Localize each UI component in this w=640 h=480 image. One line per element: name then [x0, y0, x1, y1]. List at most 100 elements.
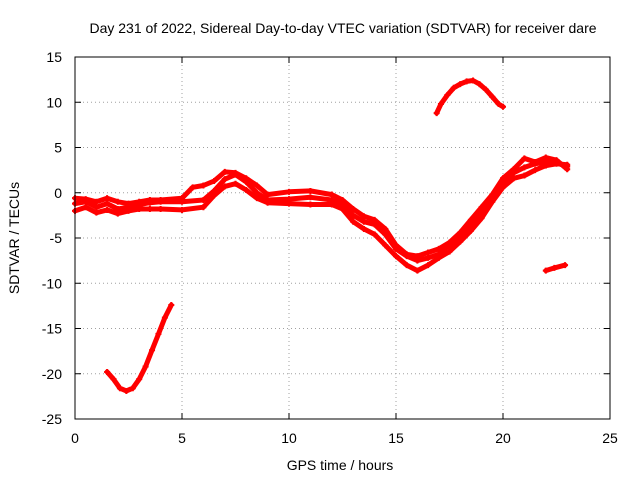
y-tick-label: 0 — [54, 185, 62, 201]
y-tick-label: 15 — [46, 49, 62, 65]
data-point — [446, 248, 453, 255]
data-point — [179, 195, 185, 202]
data-point — [211, 192, 218, 199]
data-point — [146, 206, 153, 213]
series-main-track-C — [72, 154, 571, 260]
data-point — [414, 253, 421, 260]
y-tick-label: 10 — [46, 94, 62, 110]
data-point — [149, 347, 156, 354]
data-point — [221, 168, 228, 175]
data-point — [371, 231, 378, 238]
chart-title: Day 231 of 2022, Sidereal Day-to-day VTE… — [89, 20, 596, 36]
data-point — [136, 376, 143, 383]
data-point — [564, 166, 571, 173]
data-point — [339, 206, 346, 213]
data-point — [110, 376, 117, 383]
data-point — [179, 206, 185, 213]
data-point — [200, 196, 207, 203]
data-point — [414, 267, 421, 274]
y-axis-label: SDTVAR / TECUs — [6, 182, 22, 294]
data-point — [446, 239, 453, 246]
data-point — [243, 187, 250, 194]
data-point — [360, 218, 367, 225]
data-point — [532, 158, 539, 165]
x-tick-label: 10 — [281, 430, 297, 446]
data-point — [221, 176, 228, 183]
data-point — [478, 204, 485, 211]
y-tick-label: -15 — [42, 321, 62, 337]
data-point — [450, 84, 457, 91]
data-point — [435, 254, 442, 261]
data-point — [551, 264, 558, 271]
data-point — [542, 162, 549, 169]
data-point — [168, 301, 175, 308]
y-tick-label: -25 — [42, 411, 62, 427]
data-point — [435, 245, 442, 252]
series-short-segment — [542, 262, 569, 274]
data-point — [157, 196, 164, 203]
data-point — [350, 212, 357, 219]
data-point — [382, 225, 389, 232]
data-point — [104, 368, 111, 375]
data-point — [104, 195, 111, 202]
x-tick-label: 5 — [178, 430, 186, 446]
data-point — [125, 200, 132, 207]
data-point — [114, 198, 121, 205]
data-point — [371, 216, 378, 223]
data-point — [104, 200, 111, 207]
data-point — [136, 198, 143, 205]
data-point — [521, 164, 528, 171]
data-point — [350, 206, 357, 213]
data-point — [467, 227, 474, 234]
data-point — [553, 157, 560, 164]
data-point — [264, 191, 271, 198]
data-point — [350, 218, 357, 225]
data-point — [393, 253, 399, 260]
data-point — [425, 249, 432, 256]
x-tick-label: 0 — [71, 430, 79, 446]
data-point — [500, 175, 506, 182]
data-point — [264, 199, 271, 206]
series-lower-arc — [104, 301, 175, 394]
tick-labels: 0 5 10 15 20 25 -25 -20 -15 -10 -5 0 5 10 15 — [42, 49, 618, 446]
data-point — [129, 385, 136, 392]
data-point — [457, 81, 464, 88]
series-main-track-B — [72, 160, 571, 274]
data-point — [93, 209, 100, 216]
data-point — [360, 213, 367, 220]
data-point — [200, 204, 207, 211]
y-tick-label: -10 — [42, 275, 62, 291]
data-point — [457, 238, 464, 245]
data-point — [211, 177, 218, 184]
data-point — [521, 172, 528, 179]
data-point — [393, 242, 399, 249]
data-point — [521, 155, 528, 162]
x-axis-label: GPS time / hours — [287, 457, 394, 473]
data-point — [116, 385, 123, 392]
data-point — [142, 363, 149, 370]
x-tick-label: 15 — [388, 430, 404, 446]
data-point — [403, 262, 410, 269]
data-point — [470, 77, 477, 84]
data-point — [476, 81, 483, 88]
data-point — [463, 78, 470, 85]
data-point — [489, 93, 496, 100]
data-point — [307, 187, 314, 194]
data-point — [478, 215, 485, 222]
data-point — [307, 201, 314, 208]
data-point — [328, 191, 335, 198]
data-point — [457, 229, 464, 236]
data-point — [286, 188, 292, 195]
y-tick-label: 5 — [54, 140, 62, 156]
data-point — [93, 204, 100, 211]
data-point — [146, 196, 153, 203]
data-point — [136, 206, 143, 213]
data-point — [510, 166, 517, 173]
data-point — [93, 198, 100, 205]
x-tick-label: 20 — [495, 430, 511, 446]
x-tick-label: 25 — [602, 430, 618, 446]
data-point — [542, 267, 549, 274]
data-point — [328, 201, 335, 208]
data-point — [125, 207, 132, 214]
data-point — [482, 86, 489, 93]
